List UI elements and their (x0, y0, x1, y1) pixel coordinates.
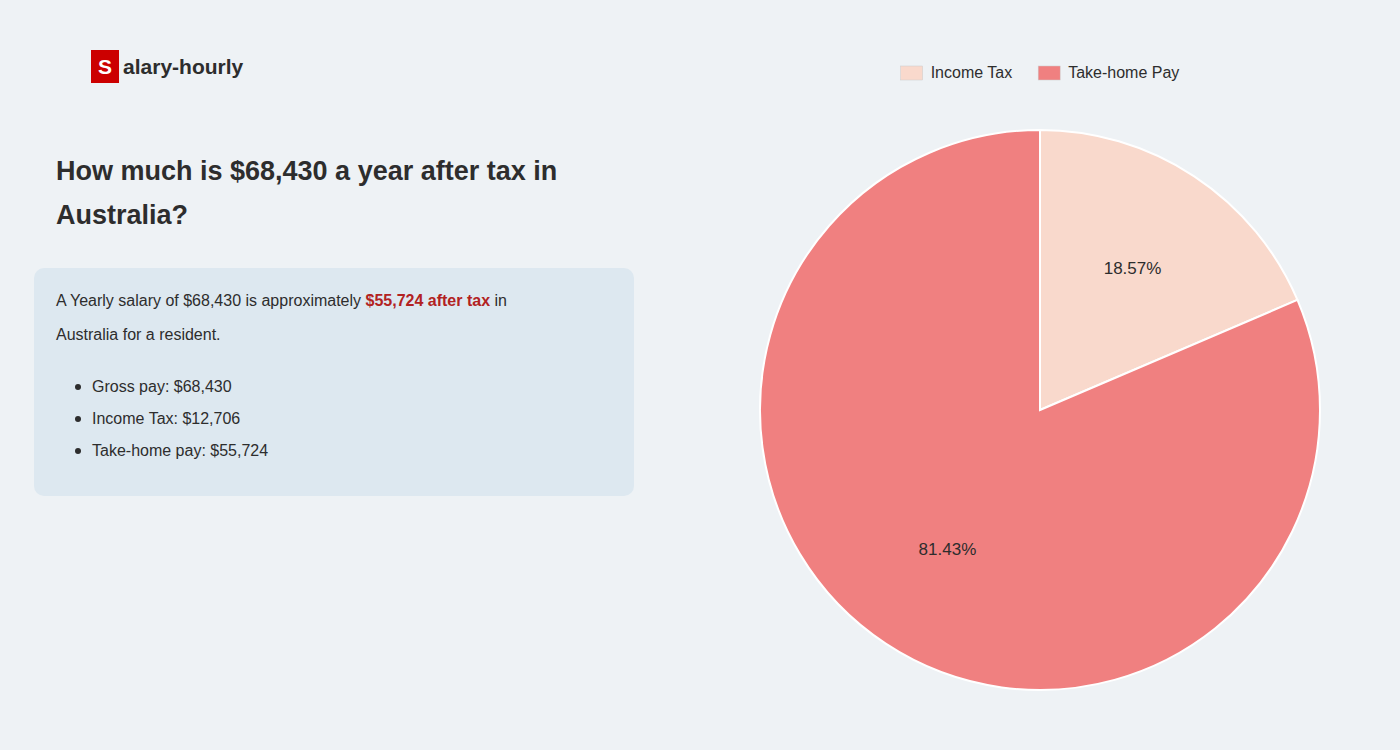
pie (760, 130, 1320, 690)
legend-label: Income Tax (931, 64, 1013, 81)
title: Australia? (56, 200, 188, 230)
legend: Income Tax Take-home Pay (901, 64, 1180, 81)
summary-line: Australia for a resident. (56, 326, 221, 343)
bullet-text: Take-home pay: $55,724 (92, 442, 268, 459)
bullet-text: Income Tax: $12,706 (92, 410, 240, 427)
summary-text: A Yearly salary of $68,430 is approximat… (56, 292, 366, 309)
summary-text: Australia for a resident. (56, 326, 221, 343)
legend-label: Take-home Pay (1068, 64, 1179, 81)
bullet (75, 384, 81, 390)
bullet (75, 448, 81, 454)
legend-swatch (1038, 66, 1060, 80)
data-labels: 18.57% 81.43% (919, 259, 1162, 558)
bullet (75, 416, 81, 422)
info-box (34, 268, 634, 496)
logo-letter: S (98, 55, 112, 78)
data-label: 81.43% (919, 540, 977, 559)
summary-line: A Yearly salary of $68,430 is approximat… (56, 292, 507, 309)
summary-text: in (490, 292, 507, 309)
logo: Salary-hourly (91, 50, 244, 83)
background (0, 0, 1400, 750)
chart: Salary-hourly How much is $68,430 a year … (0, 0, 1400, 750)
legend-swatch (901, 66, 923, 80)
logo-box (91, 50, 119, 83)
logo-text: alary-hourly (123, 55, 244, 78)
data-label: 18.57% (1104, 259, 1162, 278)
slice (760, 130, 1320, 690)
summary-text: $55,724 after tax (366, 292, 491, 309)
bullet-text: Gross pay: $68,430 (92, 378, 232, 395)
title: How much is $68,430 a year after tax in (56, 156, 557, 186)
